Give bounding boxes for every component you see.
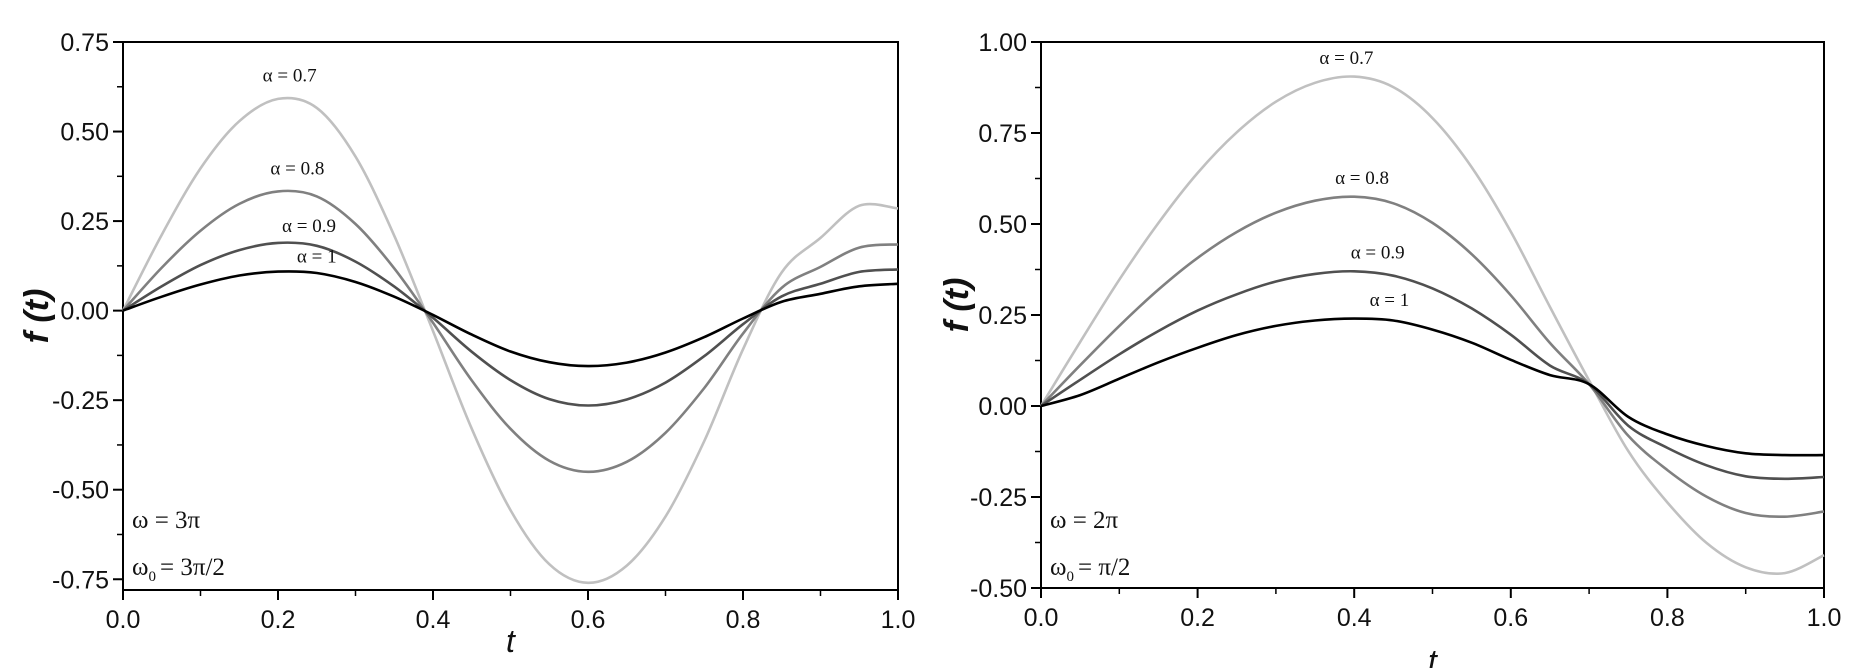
series-label: α = 0.8 <box>1335 168 1389 189</box>
series-label: α = 0.7 <box>1319 48 1373 69</box>
y-tick-label: 0.75 <box>60 29 109 57</box>
y-tick-label: -0.25 <box>52 387 109 415</box>
omega0-annotation: ω0 = 3π/2 <box>132 554 225 585</box>
y-tick-label: -0.25 <box>970 484 1027 512</box>
series-label: α = 1 <box>297 246 337 267</box>
omega0-value: = 3π/2 <box>160 554 225 581</box>
y-tick-label: 0.25 <box>978 302 1027 330</box>
series-line-1 <box>121 96 899 585</box>
x-axis-label: t <box>506 623 516 659</box>
series-line-3 <box>122 241 899 407</box>
x-tick-label: 0.0 <box>106 606 141 634</box>
series-line-1 <box>1039 75 1825 576</box>
series-line-3 <box>1040 269 1825 481</box>
chart-panel-1: 0.0 0.2 0.4 0.6 0.8 1.0 0.75 0.50 0.25 0.00 -0.25 -… <box>18 29 915 659</box>
x-tick-label: 0.4 <box>1337 604 1372 632</box>
y-tick-label: 1.00 <box>978 29 1027 57</box>
series-label: α = 0.9 <box>282 216 336 237</box>
x-tick-label: 0.6 <box>571 606 606 634</box>
plot-frame <box>1040 41 1825 589</box>
x-tick-label: 1.0 <box>881 606 916 634</box>
x-tick-label: 0.6 <box>1493 604 1528 632</box>
omega0-subscript: 0 <box>148 569 156 585</box>
omega0-annotation: ω0 = π/2 <box>1050 554 1130 585</box>
series-label: α = 0.9 <box>1351 243 1405 264</box>
series-line-4 <box>122 270 899 368</box>
y-tick-label: -0.50 <box>52 477 109 505</box>
y-tick-label: -0.50 <box>970 575 1027 603</box>
y-tick-label: -0.75 <box>52 566 109 594</box>
chart-panel-2: 0.0 0.2 0.4 0.6 0.8 1.0 1.00 0.75 0.50 0.25 0.00 -0… <box>938 29 1841 668</box>
omega0-symbol: ω <box>132 554 148 581</box>
y-axis-label: f (t) <box>938 278 976 333</box>
x-tick-label: 0.8 <box>726 606 761 634</box>
x-tick-label: 0.2 <box>1180 604 1215 632</box>
x-axis-label: t <box>1428 643 1438 668</box>
omega-annotation: ω = 3π <box>132 507 201 534</box>
y-tick-label: 0.75 <box>978 120 1027 148</box>
omega-annotation: ω = 2π <box>1050 507 1119 534</box>
series-line-2 <box>1040 195 1825 519</box>
x-tick-label: 0.2 <box>261 606 296 634</box>
x-tick-label: 0.0 <box>1024 604 1059 632</box>
omega0-symbol: ω <box>1050 554 1066 581</box>
series-label: α = 0.7 <box>263 65 317 86</box>
x-tick-label: 0.8 <box>1650 604 1685 632</box>
y-tick-label: 0.50 <box>978 211 1027 239</box>
omega0-value: = π/2 <box>1078 554 1130 581</box>
series-line-2 <box>122 189 899 474</box>
y-tick-label: 0.25 <box>60 208 109 236</box>
series-label: α = 1 <box>1370 290 1410 311</box>
y-axis-label: f (t) <box>18 289 56 344</box>
series-label: α = 0.8 <box>270 159 324 180</box>
series-line-4 <box>1040 317 1825 457</box>
x-tick-label: 1.0 <box>1807 604 1842 632</box>
y-tick-label: 0.00 <box>60 298 109 326</box>
y-tick-label: 0.00 <box>978 393 1027 421</box>
x-tick-label: 0.4 <box>416 606 451 634</box>
omega0-subscript: 0 <box>1066 569 1074 585</box>
y-tick-label: 0.50 <box>60 119 109 147</box>
